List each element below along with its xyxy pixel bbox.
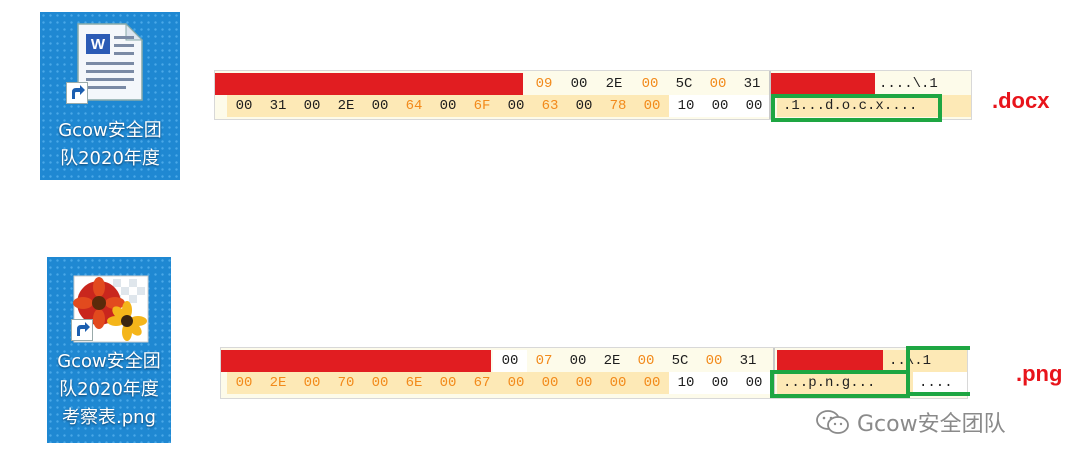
png-shortcut-icon[interactable]: Gcow安全团 队2020年度 考察表.png [47,257,171,443]
hex-byte: 2E [261,372,295,394]
hex-byte: 00 [493,350,527,372]
hex-byte: 78 [601,95,635,117]
hex-row: 00 2E 00 70 00 6E 00 67 00 00 00 00 00 1… [221,372,967,394]
red-highlight [777,350,883,372]
docx-extension-label: .docx [992,88,1050,113]
hex-byte: 31 [739,353,757,369]
ascii-text: ....\.1 [879,76,938,92]
hex-byte: 00 [601,372,635,394]
hex-byte: 00 [567,372,601,394]
hex-byte: 5C [671,353,689,369]
hex-byte: 2E [605,76,623,92]
hex-byte: 63 [533,95,567,117]
ascii-text: .1...d.o.c.x.... [777,95,971,117]
hex-byte: 00 [703,372,737,394]
shortcut-arrow-icon [66,82,88,104]
hex-byte: 00 [737,372,771,394]
hex-byte: 10 [669,95,703,117]
ascii-text: ...p.n.g... [777,372,913,394]
hex-byte: 00 [635,95,669,117]
hex-byte: 31 [743,76,761,92]
hex-byte: 00 [637,353,655,369]
hex-byte: 00 [705,353,723,369]
png-extension-highlight-box [770,370,910,398]
docx-icon-label-line1: Gcow安全团 [58,120,162,141]
hex-byte: 00 [295,372,329,394]
hex-byte: 70 [329,372,363,394]
hex-byte: 00 [737,95,771,117]
docx-extension-highlight-box [771,94,942,122]
hex-row: 09 00 2E 00 5C 00 31 ....\.1 [215,73,971,95]
hex-byte: 2E [603,353,621,369]
hex-byte: 00 [703,95,737,117]
hex-byte: 00 [533,372,567,394]
hex-byte: 6E [397,372,431,394]
hex-byte: 00 [295,95,329,117]
word-document-icon: W [77,22,144,101]
hex-byte: 00 [227,372,261,394]
watermark-text: Gcow安全团队 [857,412,1006,437]
red-highlight [221,350,491,372]
png-path-highlight-box [906,346,970,396]
docx-icon-label-line2: 队2020年度 [60,148,160,169]
hex-byte: 00 [709,76,727,92]
hex-row: 00 07 00 2E 00 5C 00 31 ..\.1 [221,350,967,372]
hex-byte: 64 [397,95,431,117]
hex-byte: 00 [363,95,397,117]
red-highlight [215,73,523,95]
hex-byte: 10 [669,372,703,394]
hex-byte: 00 [641,76,659,92]
hex-byte: 00 [569,353,587,369]
hex-byte: 00 [431,372,465,394]
png-extension-label: .png [1016,361,1063,386]
png-icon-label-line2: 队2020年度 [59,379,159,400]
hex-byte: 00 [499,95,533,117]
shortcut-arrow-icon [71,319,93,341]
svg-text:W: W [91,36,106,53]
red-highlight [771,73,875,95]
png-icon-label-line1: Gcow安全团 [57,351,161,372]
flower-image-icon [73,275,149,343]
hex-byte: 31 [261,95,295,117]
hex-byte: 00 [635,372,669,394]
hex-byte: 00 [567,95,601,117]
hex-byte: 2E [329,95,363,117]
hex-byte: 09 [535,76,553,92]
hex-byte: 6F [465,95,499,117]
hex-byte: 00 [227,95,261,117]
ascii-text: ..\.1 [883,350,967,372]
docx-shortcut-icon[interactable]: W Gcow安全团 队2020年度 [40,12,180,180]
hex-byte: 00 [363,372,397,394]
wechat-icon [816,410,849,434]
png-icon-label-line3: 考察表.png [62,407,156,428]
hex-byte: 00 [431,95,465,117]
column-divider [769,71,771,119]
wechat-watermark: Gcow安全团队 [815,406,1006,438]
hex-byte: 5C [675,76,693,92]
hex-byte: 00 [499,372,533,394]
hex-byte: 00 [570,76,588,92]
ascii-text: .... [913,372,967,394]
hex-row: 00 31 00 2E 00 64 00 6F 00 63 00 78 00 1… [215,95,971,117]
hex-byte: 07 [535,353,553,369]
hex-byte: 67 [465,372,499,394]
